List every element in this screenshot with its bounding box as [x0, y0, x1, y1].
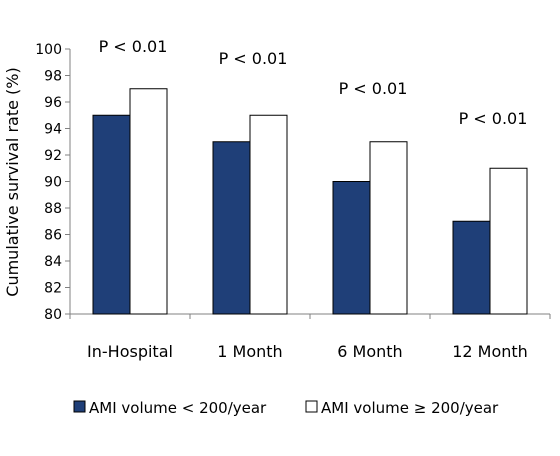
- bar-series-2: [129, 88, 168, 315]
- y-tick-label: 88: [44, 201, 62, 217]
- p-value-annotation: P < 0.01: [99, 37, 168, 56]
- y-tick-label: 80: [44, 307, 62, 323]
- y-tick-label: 90: [44, 175, 62, 191]
- y-tick-label: 98: [44, 69, 62, 85]
- bar-series-1: [332, 181, 371, 315]
- bar-series-1: [92, 114, 131, 315]
- bar-series-2: [369, 141, 408, 315]
- bar-series-2: [489, 167, 528, 315]
- bar-series-1: [452, 220, 491, 315]
- legend: AMI volume < 200/year AMI volume ≥ 200/ye…: [73, 399, 499, 417]
- p-value-annotation: P < 0.01: [459, 109, 528, 128]
- y-tick-label: 94: [44, 122, 62, 138]
- y-tick-label: 82: [44, 281, 62, 297]
- legend-label: AMI volume ≥ 200/year: [321, 399, 499, 417]
- bar-series-1: [212, 141, 251, 315]
- y-tick-label: 86: [44, 228, 62, 244]
- x-category-label: In-Hospital: [87, 342, 173, 361]
- x-category-label: 6 Month: [337, 342, 402, 361]
- x-category-label: 1 Month: [217, 342, 282, 361]
- legend-label: AMI volume < 200/year: [89, 399, 267, 417]
- bar-series-2: [249, 114, 288, 315]
- y-tick-label: 100: [35, 42, 62, 58]
- p-value-annotation: P < 0.01: [219, 49, 288, 68]
- y-tick-label: 92: [44, 148, 62, 164]
- legend-swatch: [305, 400, 318, 413]
- p-value-annotation: P < 0.01: [339, 79, 408, 98]
- y-axis-title: Cumulative survival rate (%): [3, 67, 22, 296]
- y-tick-label: 96: [44, 95, 62, 111]
- legend-swatch: [73, 400, 86, 413]
- y-tick-label: 84: [44, 254, 62, 270]
- x-category-label: 12 Month: [452, 342, 528, 361]
